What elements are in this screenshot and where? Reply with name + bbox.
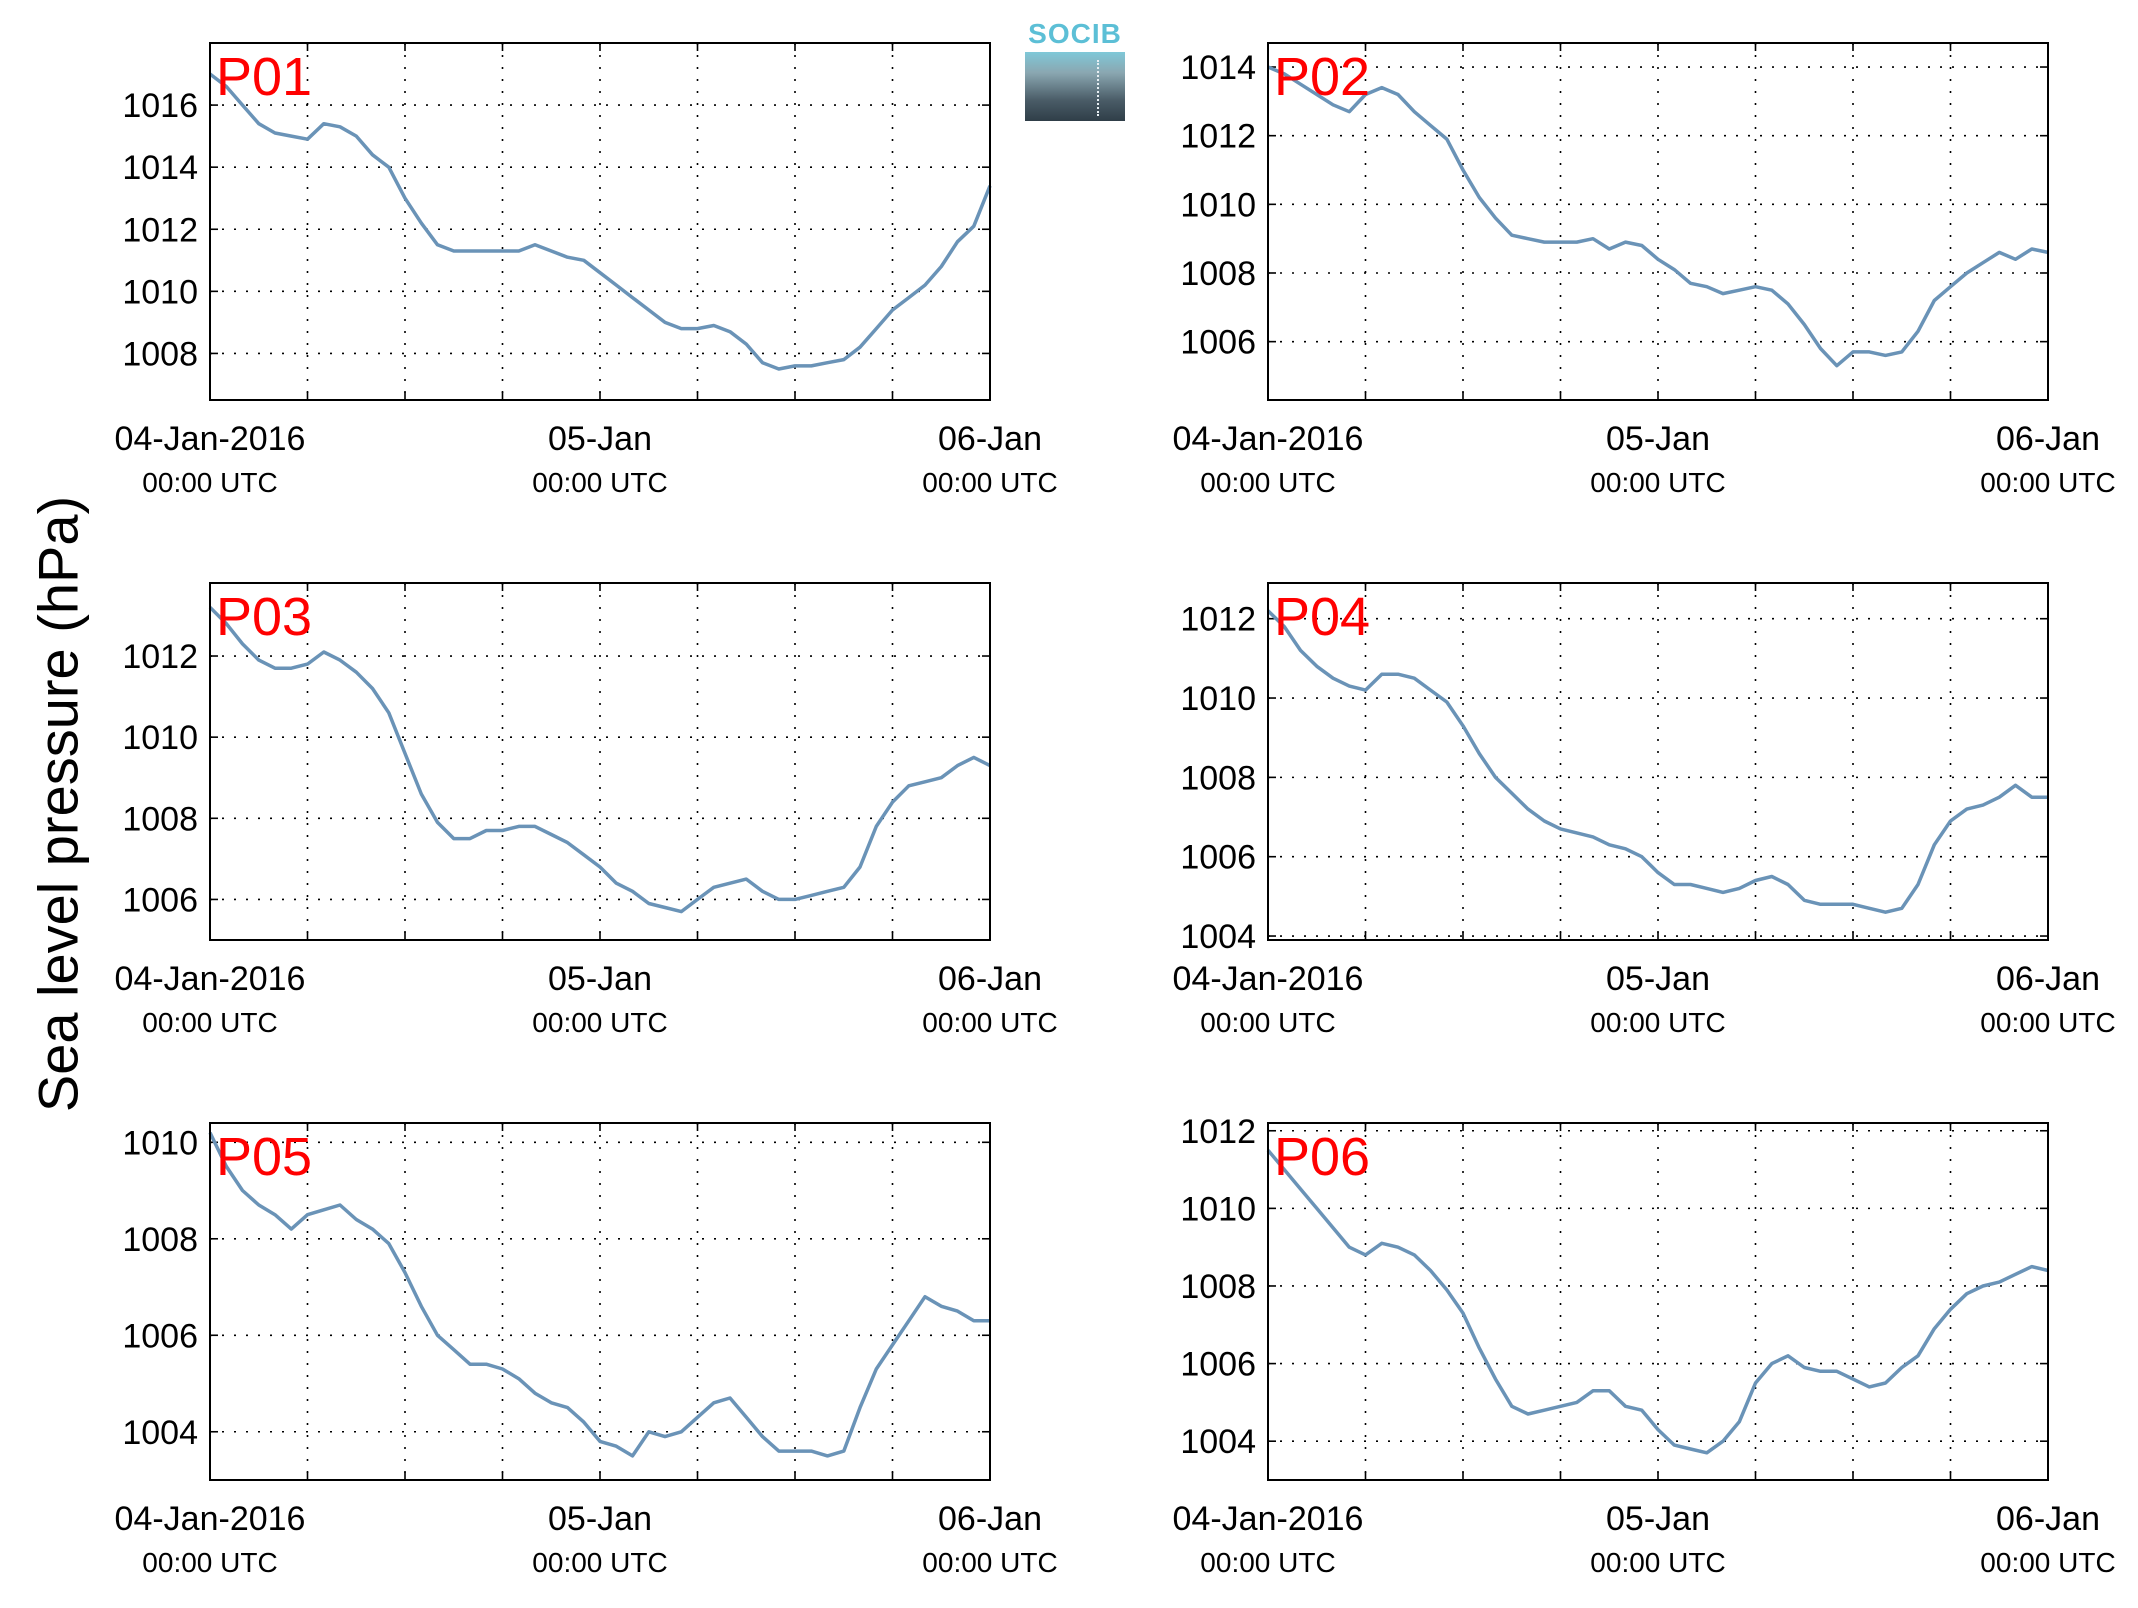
x-tick-sublabel: 00:00 UTC — [532, 1547, 667, 1578]
series-line-p06 — [1266, 1149, 2049, 1455]
x-tick-sublabel: 00:00 UTC — [1590, 1547, 1725, 1578]
x-tick-label: 04-Jan-2016 — [115, 1500, 306, 1538]
x-tick-label: 05-Jan — [1606, 1500, 1710, 1538]
panel-label: P05 — [216, 1127, 312, 1187]
chart-panel-p04: 1004 1006 1008 1010 1012 04-Jan-2016 00:00 UTC… — [1173, 582, 2116, 1038]
y-tick-label: 1010 — [122, 273, 198, 311]
y-tick-label: 1014 — [1180, 49, 1256, 87]
x-tick-label: 05-Jan — [1606, 960, 1710, 998]
chart-panel-p02: 1006 1008 1010 1012 1014 04-Jan-2016 00:00 UTC… — [1173, 42, 2116, 498]
y-tick-label: 1006 — [1180, 1346, 1256, 1384]
x-tick-label: 06-Jan — [1996, 960, 2100, 998]
x-tick-label: 06-Jan — [938, 960, 1042, 998]
logo-graphic — [1025, 52, 1125, 121]
x-tick-label: 05-Jan — [548, 1500, 652, 1538]
y-tick-label: 1010 — [1180, 680, 1256, 718]
panel-label: P03 — [216, 587, 312, 647]
y-tick-label: 1006 — [1180, 839, 1256, 877]
x-tick-sublabel: 00:00 UTC — [142, 1007, 277, 1038]
y-tick-label: 1012 — [122, 211, 198, 249]
x-tick-sublabel: 00:00 UTC — [1980, 467, 2115, 498]
y-tick-label: 1008 — [1180, 255, 1256, 293]
x-tick-sublabel: 00:00 UTC — [1980, 1547, 2115, 1578]
x-tick-sublabel: 00:00 UTC — [922, 1547, 1057, 1578]
x-tick-sublabel: 00:00 UTC — [1200, 467, 1335, 498]
plot-frame — [1267, 42, 2049, 401]
x-tick-sublabel: 00:00 UTC — [1200, 1007, 1335, 1038]
x-tick-sublabel: 00:00 UTC — [142, 467, 277, 498]
x-tick-sublabel: 00:00 UTC — [922, 1007, 1057, 1038]
series-line-p01 — [208, 72, 992, 371]
plot-frame — [1267, 582, 2049, 941]
x-tick-label: 05-Jan — [1606, 420, 1710, 458]
y-tick-label: 1004 — [1180, 918, 1256, 956]
x-tick-sublabel: 00:00 UTC — [1590, 1007, 1725, 1038]
chart-panel-p03: 1006 1008 1010 1012 04-Jan-2016 00:00 UTC 05-J… — [115, 582, 1058, 1038]
series-line-p02 — [1267, 65, 2049, 368]
x-tick-label: 04-Jan-2016 — [1173, 420, 1364, 458]
chart-panel-p06: 1004 1006 1008 1010 1012 04-Jan-2016 00:00 UTC… — [1173, 1113, 2116, 1578]
plot-frame — [209, 1122, 991, 1481]
x-tick-label: 06-Jan — [1996, 420, 2100, 458]
x-tick-label: 04-Jan-2016 — [115, 420, 306, 458]
y-tick-label: 1012 — [1180, 118, 1256, 156]
y-tick-label: 1010 — [1180, 186, 1256, 224]
x-tick-label: 06-Jan — [938, 1500, 1042, 1538]
y-tick-label: 1008 — [122, 335, 198, 373]
x-tick-sublabel: 00:00 UTC — [532, 1007, 667, 1038]
panel-label: P06 — [1274, 1127, 1370, 1187]
x-tick-label: 04-Jan-2016 — [115, 960, 306, 998]
panel-label: P02 — [1274, 47, 1370, 107]
y-tick-label: 1012 — [122, 638, 198, 676]
y-axis-label: Sea level pressure (hPa) — [26, 495, 90, 1113]
logo-stripe — [1097, 60, 1099, 116]
y-tick-label: 1008 — [122, 800, 198, 838]
y-tick-label: 1010 — [122, 1124, 198, 1162]
y-tick-label: 1012 — [1180, 1113, 1256, 1151]
x-tick-sublabel: 00:00 UTC — [1590, 467, 1725, 498]
series-line-p04 — [1266, 609, 2048, 914]
x-tick-sublabel: 00:00 UTC — [922, 467, 1057, 498]
chart-panel-p05: 1004 1006 1008 1010 04-Jan-2016 00:00 UTC 05-J… — [115, 1122, 1058, 1578]
series-line-p05 — [208, 1131, 990, 1458]
plot-frame — [209, 42, 991, 401]
series-line-p03 — [208, 606, 991, 914]
y-tick-label: 1008 — [1180, 1268, 1256, 1306]
socib-logo: SOCIB — [1025, 18, 1125, 121]
x-tick-label: 06-Jan — [938, 420, 1042, 458]
y-tick-label: 1008 — [122, 1221, 198, 1259]
y-tick-label: 1004 — [122, 1414, 198, 1452]
x-tick-sublabel: 00:00 UTC — [1200, 1547, 1335, 1578]
x-tick-label: 05-Jan — [548, 960, 652, 998]
panel-label: P01 — [216, 47, 312, 107]
y-tick-label: 1012 — [1180, 601, 1256, 639]
y-tick-label: 1008 — [1180, 759, 1256, 797]
y-tick-label: 1016 — [122, 87, 198, 125]
panel-label: P04 — [1274, 587, 1370, 647]
y-tick-label: 1006 — [122, 881, 198, 919]
x-tick-sublabel: 00:00 UTC — [1980, 1007, 2115, 1038]
x-tick-sublabel: 00:00 UTC — [142, 1547, 277, 1578]
y-tick-label: 1010 — [122, 719, 198, 757]
plot-frame — [1267, 1122, 2049, 1481]
x-tick-label: 04-Jan-2016 — [1173, 1500, 1364, 1538]
x-tick-label: 06-Jan — [1996, 1500, 2100, 1538]
y-tick-label: 1010 — [1180, 1190, 1256, 1228]
x-tick-label: 05-Jan — [548, 420, 652, 458]
x-tick-sublabel: 00:00 UTC — [532, 467, 667, 498]
x-tick-label: 04-Jan-2016 — [1173, 960, 1364, 998]
y-tick-label: 1014 — [122, 149, 198, 187]
y-tick-label: 1006 — [122, 1317, 198, 1355]
chart-panel-p01: 1008 1010 1012 1014 1016 04-Jan-2016 00:00 UTC… — [115, 42, 1058, 498]
y-tick-label: 1004 — [1180, 1423, 1256, 1461]
logo-text: SOCIB — [1028, 18, 1122, 49]
plot-frame — [209, 582, 991, 941]
y-tick-label: 1006 — [1180, 324, 1256, 362]
